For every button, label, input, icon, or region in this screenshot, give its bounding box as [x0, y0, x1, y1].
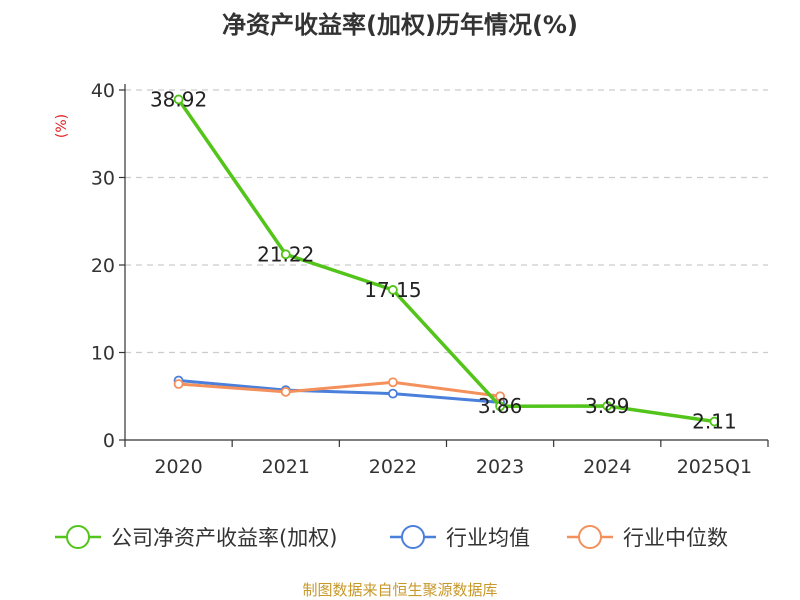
gridlines — [125, 89, 768, 354]
data-point-roe-2024 — [602, 401, 613, 411]
data-label-roe-2022: 17.15 — [364, 278, 421, 302]
series-line-median — [178, 380, 501, 398]
series-line-avg — [178, 379, 501, 404]
x-tick-label-2024: 2024 — [583, 456, 631, 478]
y-tick-label-10: 10 — [91, 343, 115, 365]
y-tick-label-0: 0 — [103, 430, 115, 452]
y-tick-label-30: 30 — [91, 168, 115, 190]
legend-marker-avg — [401, 525, 425, 549]
axes: 0 10 20 30 40 2020 2021 2022 2023 2024 2025Q1 — [91, 80, 769, 478]
x-tick-label-2025Q1: 2025Q1 — [677, 456, 752, 478]
y-tick-label-20: 20 — [91, 255, 115, 277]
data-point-roe-2022 — [388, 285, 398, 295]
legend-marker-roe — [66, 525, 90, 549]
x-tick-label-2022: 2022 — [369, 456, 417, 478]
data-point-roe-2021 — [280, 249, 291, 260]
data-point-median-2021 — [280, 386, 291, 397]
source-note: 制图数据来自恒生聚源数据库 — [302, 581, 497, 599]
legend-marker-median — [578, 525, 602, 549]
chart-title: 净资产收益率(加权)历年情况(%) — [222, 11, 578, 39]
y-axis-unit-label: (%) — [54, 114, 70, 138]
data-point-roe-2025Q1 — [709, 416, 720, 427]
y-tick-label-40: 40 — [91, 80, 115, 102]
legend-label-roe: 公司净资产收益率(加权) — [111, 526, 337, 550]
legend-label-avg: 行业均值 — [446, 526, 530, 550]
legend: 公司净资产收益率(加权) 行业均值 行业中位数 — [55, 525, 728, 550]
data-point-roe-2023 — [495, 401, 505, 412]
data-label-roe-2024: 3.89 — [585, 394, 630, 418]
data-point-roe-2020 — [173, 94, 184, 105]
x-tick-label-2021: 2021 — [262, 456, 310, 478]
data-label-roe-2025Q1: 2.11 — [692, 410, 737, 434]
series-line-roe — [177, 98, 715, 424]
data-point-median-2022 — [388, 377, 398, 388]
data-label-roe-2020: 38.92 — [150, 87, 207, 111]
data-labels: 38.92 21.22 17.15 3.86 3.89 2.11 — [150, 87, 737, 433]
data-label-roe-2023: 3.86 — [478, 394, 523, 418]
data-label-roe-2021: 21.22 — [257, 242, 314, 266]
series-lines — [173, 94, 720, 427]
x-tick-label-2023: 2023 — [476, 456, 524, 478]
data-point-median-2020 — [173, 379, 184, 389]
x-tick-label-2020: 2020 — [154, 456, 202, 478]
legend-label-median: 行业中位数 — [623, 526, 728, 550]
data-point-median-2023 — [495, 391, 505, 402]
data-point-avg-2022 — [388, 388, 398, 399]
